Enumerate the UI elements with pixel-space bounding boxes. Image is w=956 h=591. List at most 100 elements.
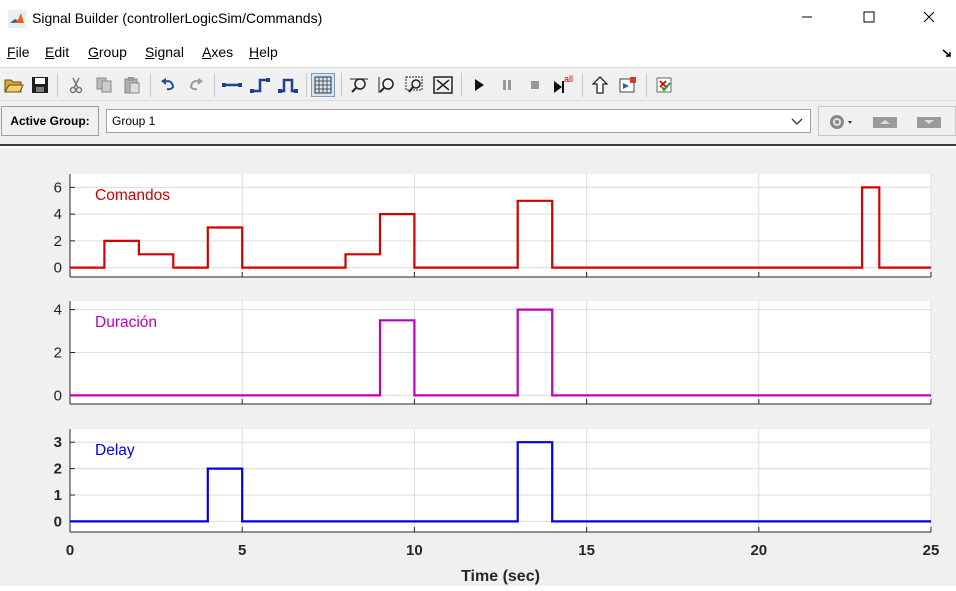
pause-button[interactable] (495, 73, 519, 97)
insert-pulse-button[interactable] (276, 73, 300, 97)
matlab-logo-icon (8, 10, 26, 28)
insert-pulse-icon (278, 78, 298, 93)
verify-icon (656, 77, 672, 93)
x-tick-label: 25 (923, 542, 940, 559)
gear-icon (830, 115, 852, 129)
zoom-box-icon (405, 76, 423, 93)
axes-3-y-tick-label: 2 (54, 461, 62, 478)
axes-1-y-tick-label: 0 (54, 260, 62, 277)
signal-line-delay (70, 441, 931, 523)
show-block-icon (619, 77, 636, 93)
fit-view-button[interactable] (431, 73, 455, 97)
menu-help[interactable]: Help (249, 44, 278, 60)
signal-label-1: Comandos (95, 187, 170, 204)
tab-down-icon (917, 117, 941, 128)
cut-button[interactable] (64, 73, 88, 97)
undo-button[interactable] (156, 73, 180, 97)
save-icon (32, 77, 48, 93)
grid-icon (314, 76, 332, 94)
menu-edit[interactable]: Edit (45, 44, 70, 60)
up-icon (592, 76, 608, 94)
signal-line-duración (70, 308, 931, 397)
move-group-down-button[interactable] (913, 111, 945, 133)
close-icon (923, 11, 935, 23)
maximize-button[interactable] (846, 0, 892, 34)
copy-icon (96, 77, 112, 93)
axes-2-y-tick-label: 0 (54, 387, 62, 404)
axes-3-y-tick-label: 3 (54, 434, 62, 451)
redo-icon (189, 78, 203, 91)
paste-button[interactable] (120, 73, 144, 97)
zoom-x-icon (350, 78, 368, 93)
axes-1-background (70, 174, 931, 277)
stop-button[interactable] (523, 73, 547, 97)
menu-axes[interactable]: Axes (202, 44, 234, 60)
x-tick-label: 20 (750, 542, 767, 559)
minimize-button[interactable] (784, 0, 830, 34)
stop-icon (531, 81, 539, 89)
fit-icon (433, 76, 453, 94)
group-bar: Active Group: Group 1 (0, 101, 956, 146)
run-all-icon: all (554, 74, 573, 93)
zoom-box-button[interactable] (403, 73, 427, 97)
close-button[interactable] (906, 0, 952, 34)
insert-step-button[interactable] (248, 73, 272, 97)
signal-axes[interactable]: 0 2 4 6 Comandos 0 2 4 Duración 0 1 2 3 Delay 0 5 10 15 20… (0, 148, 956, 586)
axes-3-y-tick-label: 0 (54, 513, 62, 530)
window-title: Signal Builder (controllerLogicSim/Comma… (32, 10, 323, 26)
zoom-x-button[interactable] (347, 73, 371, 97)
menu-signal[interactable]: Signal (145, 44, 184, 60)
grid-toggle-button[interactable] (311, 73, 335, 97)
menu-bar: File Edit Group Signal Axes Help (0, 40, 956, 66)
save-button[interactable] (28, 73, 52, 97)
maximize-icon (863, 11, 875, 23)
zoom-y-button[interactable] (375, 73, 399, 97)
x-tick-label: 15 (578, 542, 595, 559)
menu-group[interactable]: Group (88, 44, 127, 60)
insert-segment-icon (222, 83, 242, 87)
x-tick-label: 10 (406, 542, 423, 559)
paste-icon (124, 77, 140, 94)
signal-label-3: Delay (95, 442, 135, 459)
run-all-label: all (564, 74, 573, 84)
axes-1-y-tick-label: 4 (54, 206, 62, 223)
group-settings-button[interactable] (825, 111, 857, 133)
axes-2-y-tick-label: 4 (54, 302, 62, 319)
signal-label-2: Duración (95, 314, 157, 331)
active-group-value: Group 1 (112, 114, 156, 128)
open-icon (4, 79, 24, 93)
title-bar: Signal Builder (controllerLogicSim/Comma… (0, 0, 956, 38)
axes-3-y-tick-label: 1 (54, 487, 62, 504)
axes-1-y-tick-label: 6 (54, 179, 62, 196)
verify-button[interactable] (652, 73, 676, 97)
undock-arrow-icon[interactable] (942, 48, 952, 58)
axes-1-y-tick-label: 2 (54, 233, 62, 250)
pause-icon (503, 80, 511, 90)
show-block-button[interactable] (616, 73, 640, 97)
play-icon (475, 79, 484, 91)
run-all-button[interactable]: all (551, 73, 579, 97)
cut-icon (69, 77, 83, 94)
play-button[interactable] (467, 73, 491, 97)
minimize-icon (802, 16, 812, 18)
x-tick-label: 0 (66, 542, 74, 559)
tab-up-icon (873, 117, 897, 128)
x-axis-label: Time (sec) (461, 568, 540, 585)
insert-step-icon (250, 78, 270, 93)
menu-file[interactable]: File (7, 44, 30, 60)
signal-plot-area: 0 2 4 6 Comandos 0 2 4 Duración 0 1 2 3 Delay 0 5 10 15 20… (0, 148, 956, 586)
copy-button[interactable] (92, 73, 116, 97)
signal-line-comandos (70, 186, 931, 269)
insert-segment-button[interactable] (220, 73, 244, 97)
zoom-y-icon (378, 77, 394, 93)
axes-2-y-tick-label: 2 (54, 345, 62, 362)
chevron-down-icon (791, 118, 803, 125)
redo-button[interactable] (184, 73, 208, 97)
up-button[interactable] (588, 73, 612, 97)
move-group-up-button[interactable] (869, 111, 901, 133)
axes-3-background (70, 429, 931, 532)
undo-icon (161, 78, 175, 91)
open-button[interactable] (2, 73, 26, 97)
active-group-select[interactable]: Group 1 (106, 109, 811, 133)
x-tick-label: 5 (238, 542, 246, 559)
